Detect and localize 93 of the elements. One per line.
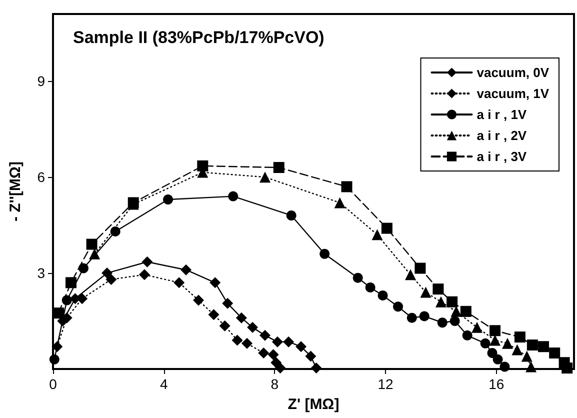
point (236, 312, 247, 324)
point (228, 191, 238, 202)
point (110, 226, 120, 236)
legend-label: a i r , 1V (476, 107, 527, 122)
point (283, 336, 294, 348)
point (197, 160, 208, 172)
point (500, 362, 510, 372)
point (472, 322, 483, 333)
point (419, 311, 430, 322)
point (89, 248, 100, 260)
point (102, 268, 113, 279)
point (341, 181, 352, 192)
point (163, 194, 174, 204)
point (208, 309, 220, 320)
x-tick-label: 4 (160, 376, 168, 392)
point (352, 272, 363, 283)
point (404, 269, 416, 280)
text: Sample II (83%PcPb/17%PcVO) (73, 28, 324, 47)
point (272, 336, 283, 348)
point (258, 348, 270, 359)
x-tick-label: 8 (270, 376, 279, 392)
x-tick-label: 12 (378, 376, 394, 392)
point (450, 306, 462, 317)
point (435, 296, 446, 308)
point (241, 338, 252, 349)
point (320, 248, 330, 259)
point (232, 334, 243, 346)
point (521, 350, 532, 362)
point (192, 294, 204, 306)
point (492, 354, 503, 364)
point (393, 302, 404, 312)
x-tick-label: 16 (488, 376, 504, 392)
point (480, 338, 490, 348)
point (86, 238, 98, 250)
legend-label: a i r , 2V (476, 128, 527, 143)
point (446, 296, 458, 308)
point (180, 264, 192, 276)
point (437, 318, 448, 328)
point (490, 325, 501, 336)
point (378, 290, 388, 300)
point (562, 362, 573, 374)
y-tick-label: 3 (37, 265, 46, 282)
point (138, 269, 150, 280)
legend-label: a i r , 3V (476, 149, 527, 164)
point (53, 308, 64, 319)
point (365, 282, 376, 292)
point (462, 330, 472, 340)
point (334, 197, 346, 208)
legend-label: vacuum, 0V (476, 65, 550, 80)
point (526, 340, 538, 351)
legend-label: vacuum, 1V (476, 86, 550, 101)
point (49, 354, 60, 364)
y-tick-label: 9 (37, 73, 46, 90)
point (62, 295, 72, 306)
point (526, 361, 537, 372)
point (460, 306, 472, 317)
point (432, 284, 444, 295)
point (296, 341, 307, 352)
point (372, 229, 383, 240)
point (310, 362, 322, 374)
x-axis-title: Z' [MΩ] (288, 396, 340, 413)
point (274, 362, 286, 374)
point (420, 286, 432, 298)
point (78, 263, 88, 274)
point (381, 222, 392, 234)
point (260, 172, 271, 183)
point (273, 162, 284, 174)
point (514, 332, 526, 343)
x-tick-label: 0 (49, 376, 58, 392)
point (487, 348, 498, 358)
point (174, 277, 185, 288)
point (210, 277, 221, 288)
point (549, 348, 560, 359)
point (512, 344, 523, 356)
point (247, 322, 258, 333)
point (268, 349, 279, 360)
y-tick-label: 6 (37, 169, 46, 186)
point (450, 316, 460, 326)
point (142, 256, 153, 268)
point (52, 341, 63, 352)
point (219, 320, 230, 332)
point (414, 262, 426, 274)
y-axis-title: - Z''[MΩ] (7, 162, 24, 222)
point (286, 210, 296, 220)
point (222, 298, 234, 309)
point (490, 334, 501, 346)
point (502, 338, 513, 349)
point (106, 274, 117, 285)
point (406, 312, 417, 323)
point (305, 350, 316, 362)
point (66, 277, 77, 288)
point (538, 341, 550, 352)
point (260, 330, 271, 341)
